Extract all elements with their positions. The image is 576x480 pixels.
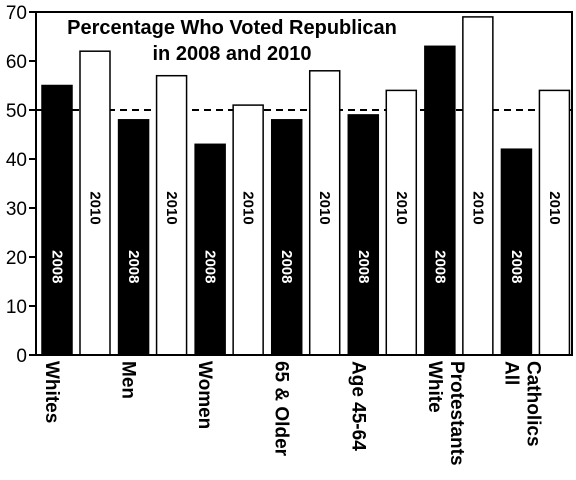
y-tick-label: 10 <box>6 297 27 318</box>
bar-2008-0 <box>42 86 72 356</box>
bar-2008-1 <box>119 120 149 355</box>
bar-2010-5 <box>463 17 493 355</box>
category-label: All <box>500 361 521 385</box>
y-tick-label: 40 <box>6 150 27 171</box>
category-label: Women <box>194 361 215 429</box>
bar-series-label: 2010 <box>316 191 333 224</box>
bar-series-label: 2008 <box>355 250 372 283</box>
bar-series-label: 2010 <box>393 191 410 224</box>
y-tick-label: 50 <box>6 101 27 122</box>
y-tick-label: 70 <box>6 3 27 24</box>
category-label: Whites <box>41 361 62 423</box>
bar-series-label: 2010 <box>163 191 180 224</box>
y-tick-label: 30 <box>6 199 27 220</box>
bar-2010-2 <box>233 105 263 355</box>
bar-series-label: 2008 <box>278 250 295 283</box>
category-label: Catholics <box>522 361 543 447</box>
bar-series-label: 2008 <box>125 250 142 283</box>
bar-2008-4 <box>348 115 378 355</box>
category-label: White <box>424 361 445 413</box>
chart-title-line-2: in 2008 and 2010 <box>153 43 312 65</box>
y-tick-label: 0 <box>16 346 27 367</box>
category-label: Age 45-64 <box>347 361 368 451</box>
y-tick-label: 60 <box>6 52 27 73</box>
bar-series-label: 2008 <box>508 250 525 283</box>
bar-series-label: 2008 <box>431 250 448 283</box>
bar-series-label: 2010 <box>469 191 486 224</box>
chart-title-line-1: Percentage Who Voted Republican <box>67 17 397 39</box>
category-label: 65 & Older <box>271 361 292 457</box>
bar-series-label: 2008 <box>49 250 66 283</box>
bar-2008-5 <box>425 46 455 355</box>
bar-series-label: 2010 <box>87 191 104 224</box>
bars-layer <box>42 17 569 355</box>
bar-2008-3 <box>272 120 302 355</box>
bar-series-label: 2010 <box>546 191 563 224</box>
category-label: Men <box>118 361 139 399</box>
y-tick-label: 20 <box>6 248 27 269</box>
category-label: Protestants <box>446 361 467 466</box>
bar-series-label: 2008 <box>202 250 219 283</box>
bar-series-label: 2010 <box>240 191 257 224</box>
